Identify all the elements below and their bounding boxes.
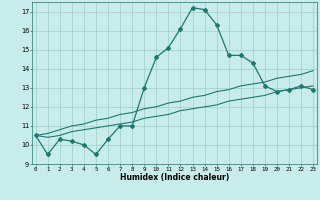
X-axis label: Humidex (Indice chaleur): Humidex (Indice chaleur): [120, 173, 229, 182]
